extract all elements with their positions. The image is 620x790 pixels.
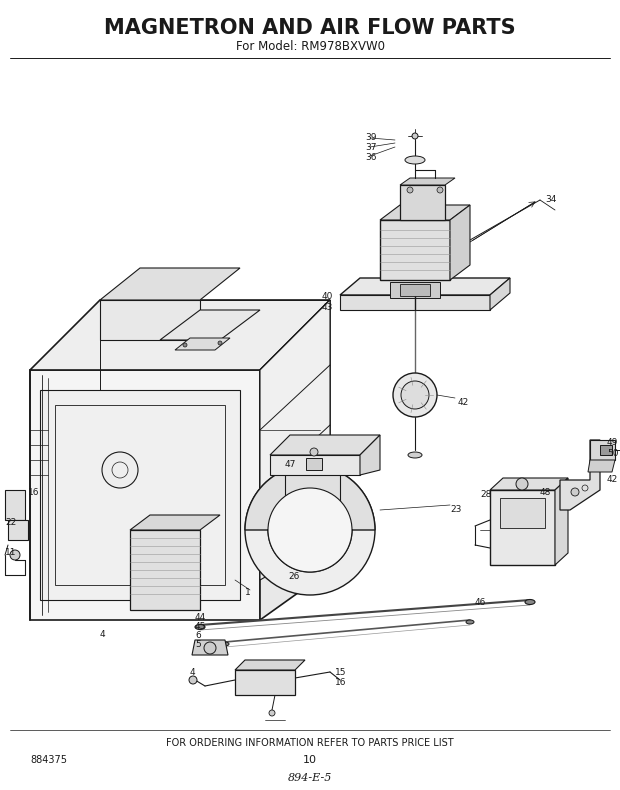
Polygon shape [400,284,430,296]
Circle shape [183,343,187,347]
Text: 42: 42 [607,475,618,484]
Polygon shape [235,670,295,695]
Text: 16: 16 [28,488,40,497]
Circle shape [189,676,197,684]
Polygon shape [590,440,615,460]
Polygon shape [490,490,555,565]
Bar [306,458,322,470]
Polygon shape [490,478,568,490]
Text: 5: 5 [195,640,201,649]
Polygon shape [380,205,470,220]
Circle shape [516,478,528,490]
Text: 49: 49 [607,438,618,447]
Polygon shape [245,465,375,572]
Text: 36: 36 [365,153,376,162]
Polygon shape [100,268,240,300]
Circle shape [10,550,20,560]
Polygon shape [130,530,200,610]
Ellipse shape [466,620,474,624]
Text: 45: 45 [195,622,206,631]
Text: 11: 11 [5,548,17,557]
Circle shape [401,381,429,409]
Polygon shape [560,440,600,510]
Bar [500,498,545,528]
Polygon shape [192,640,228,655]
Text: 50: 50 [607,449,619,458]
Circle shape [268,488,352,572]
Circle shape [571,488,579,496]
Polygon shape [490,278,510,310]
Circle shape [407,187,413,193]
Text: For Model: RM978BXVW0: For Model: RM978BXVW0 [236,40,384,53]
Polygon shape [340,278,510,295]
Polygon shape [5,490,25,520]
Text: 46: 46 [475,598,486,607]
Polygon shape [270,435,380,455]
Text: 16: 16 [335,678,347,687]
Polygon shape [588,460,615,472]
Polygon shape [235,660,305,670]
Text: 23: 23 [450,505,461,514]
Ellipse shape [221,642,229,646]
Circle shape [204,642,216,654]
Polygon shape [30,300,330,370]
Bar [600,445,612,455]
Text: 4: 4 [100,630,105,639]
Text: 884375: 884375 [30,755,67,765]
Ellipse shape [195,625,205,630]
Text: eReplacementParts.com: eReplacementParts.com [212,505,348,515]
Text: FOR ORDERING INFORMATION REFER TO PARTS PRICE LIST: FOR ORDERING INFORMATION REFER TO PARTS … [166,738,454,748]
Text: 28: 28 [480,490,492,499]
Polygon shape [260,300,330,620]
Text: 47: 47 [285,460,296,469]
Text: 37: 37 [365,143,376,152]
Circle shape [245,465,375,595]
Polygon shape [160,310,260,340]
Polygon shape [340,295,490,310]
Polygon shape [400,178,455,185]
Circle shape [412,133,418,139]
Polygon shape [30,370,260,620]
Ellipse shape [405,156,425,164]
Polygon shape [270,455,360,475]
Text: 44: 44 [195,613,206,622]
Polygon shape [390,282,440,298]
Circle shape [218,341,222,345]
Polygon shape [130,515,220,530]
Text: 26: 26 [288,572,299,581]
Text: 6: 6 [195,631,201,640]
Ellipse shape [408,452,422,458]
Text: 1: 1 [245,588,250,597]
Text: 42: 42 [458,398,469,407]
Polygon shape [555,478,568,565]
Polygon shape [360,435,380,475]
Polygon shape [285,465,340,470]
Polygon shape [450,205,470,280]
Text: 4: 4 [190,668,196,677]
Bar [400,185,445,220]
Text: 48: 48 [540,488,551,497]
Polygon shape [380,220,450,280]
Circle shape [310,448,318,456]
Text: 34: 34 [545,195,556,204]
Ellipse shape [525,600,535,604]
Text: 22: 22 [5,518,16,527]
Text: MAGNETRON AND AIR FLOW PARTS: MAGNETRON AND AIR FLOW PARTS [104,18,516,38]
Circle shape [102,452,138,488]
Bar [55,405,225,585]
Text: 40: 40 [322,292,334,301]
Polygon shape [8,520,28,540]
Circle shape [437,187,443,193]
Text: 10: 10 [303,755,317,765]
Polygon shape [175,338,230,350]
Text: 43: 43 [322,303,334,312]
Text: 39: 39 [365,133,376,142]
Circle shape [269,710,275,716]
Text: 15: 15 [335,668,347,677]
Polygon shape [260,300,330,580]
Circle shape [393,373,437,417]
Text: 894-E-5: 894-E-5 [288,773,332,783]
Polygon shape [100,300,200,340]
Bar [40,390,240,600]
